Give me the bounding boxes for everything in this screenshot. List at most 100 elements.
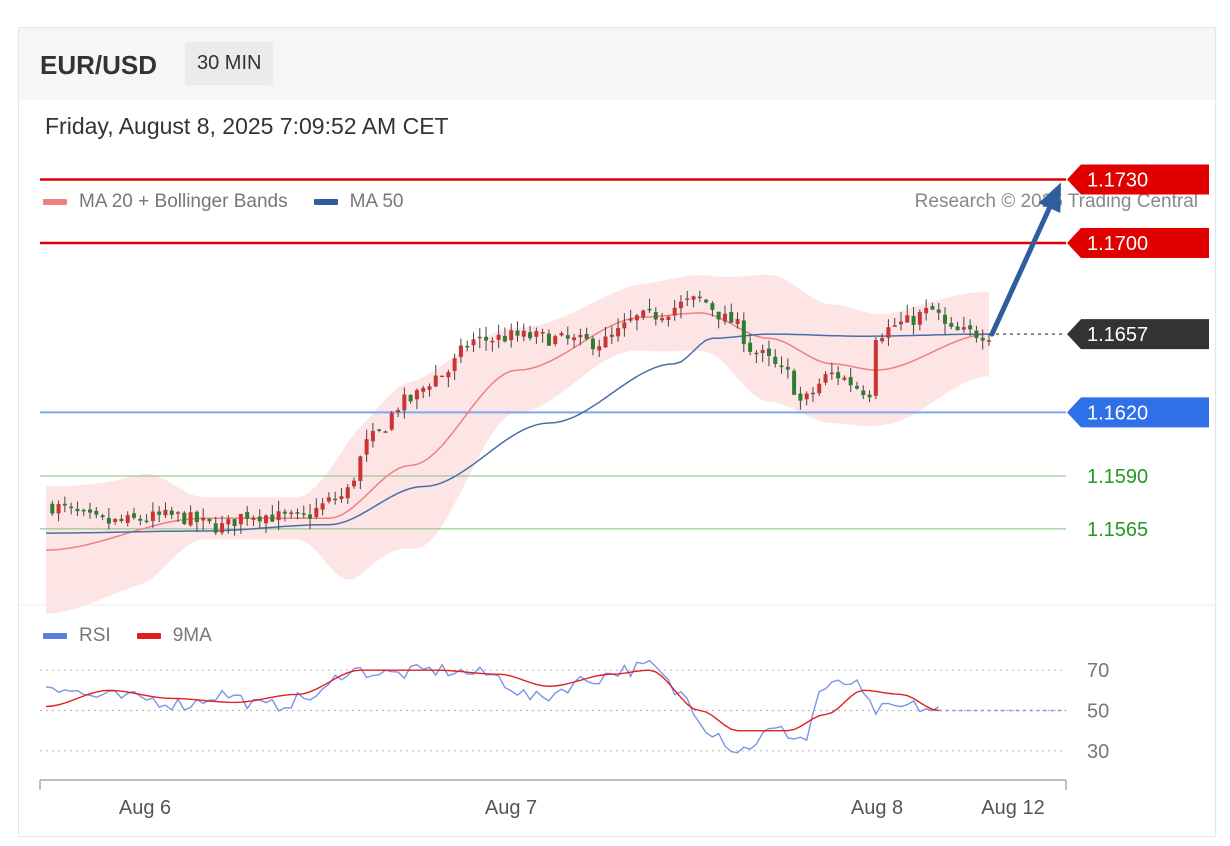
candle (848, 367, 853, 393)
candle (484, 326, 489, 351)
candle-body (50, 503, 55, 514)
candle-body (842, 377, 847, 380)
candle (446, 369, 451, 388)
candle (333, 491, 338, 505)
candle-body (678, 301, 683, 309)
candle-body (521, 330, 526, 337)
candle (597, 339, 602, 358)
candle-body (94, 510, 99, 515)
candle-body (892, 325, 897, 327)
candle (697, 290, 702, 303)
candle-body (917, 311, 922, 325)
candle-body (220, 523, 225, 533)
candle-body (201, 517, 206, 521)
candle-body (502, 335, 507, 342)
candle-body (729, 311, 734, 323)
candle (301, 505, 306, 519)
candle-body (754, 352, 759, 355)
candle (590, 336, 595, 356)
level-tags-layer: 1.1730 1.1700 1.1657 1.1620 1.1590 1.1565 (1067, 164, 1209, 541)
candle (653, 307, 658, 326)
candle-body (119, 518, 124, 521)
time-axis-tick-label: Aug 12 (981, 797, 1044, 819)
candle (56, 500, 61, 522)
candle (81, 508, 86, 516)
candle-body (339, 496, 344, 500)
candle (496, 324, 501, 349)
candle (220, 515, 225, 536)
candle (955, 321, 960, 331)
candle (634, 313, 639, 331)
level-tag-label: 1.1700 (1087, 233, 1148, 255)
candle-body (867, 394, 872, 398)
candle-body (603, 336, 608, 348)
candle-body (414, 390, 419, 400)
candle-body (182, 512, 187, 525)
candle-body (559, 333, 564, 336)
candle-body (880, 338, 885, 342)
candle (427, 383, 432, 397)
candle-body (848, 377, 853, 386)
level-tag-shape (1067, 228, 1209, 259)
candle-body (188, 512, 193, 526)
level-tag-label: 1.1620 (1087, 402, 1148, 424)
candle (100, 513, 105, 521)
candle-body (628, 318, 633, 321)
level-tag-shape (1067, 164, 1209, 195)
candle (974, 325, 979, 343)
candle (238, 513, 243, 534)
candle-body (125, 515, 130, 523)
candle-body (320, 503, 325, 510)
candle-body (748, 342, 753, 352)
rsi-legend-label: RSI (79, 625, 111, 646)
candle (578, 328, 583, 346)
candle (370, 422, 375, 448)
candle-body (471, 339, 476, 346)
candle (289, 509, 294, 519)
candle (987, 333, 991, 346)
candle-body (270, 514, 275, 522)
candle (722, 305, 727, 325)
candle-body (515, 330, 520, 336)
candle-body (836, 372, 841, 379)
candle (163, 502, 168, 518)
candle (641, 309, 646, 320)
candles-layer (50, 290, 991, 536)
candle (798, 386, 803, 410)
candle (125, 511, 130, 527)
candle-body (961, 327, 966, 330)
candle (666, 315, 671, 327)
rsi-ma-legend-swatch (136, 633, 161, 639)
candle (609, 326, 614, 344)
candle-body (56, 503, 61, 514)
chart-canvas: 1.1730 1.1700 1.1657 1.1620 1.1590 1.1565 70 5… (19, 164, 1217, 819)
candle-body (433, 375, 438, 387)
candle (779, 356, 784, 374)
candle (741, 312, 746, 353)
candle-body (785, 366, 790, 370)
candle-body (75, 508, 80, 512)
candle-body (458, 345, 463, 358)
candle-body (741, 320, 746, 345)
candle-body (823, 374, 828, 383)
candle-body (238, 514, 243, 525)
candle-body (100, 515, 105, 518)
candle-body (138, 518, 143, 521)
candle (603, 326, 608, 348)
candle-body (69, 506, 74, 509)
timeframe-button[interactable]: 30 MIN (185, 42, 274, 85)
candle (867, 390, 872, 403)
candle (685, 290, 690, 307)
time-axis-tick-label: Aug 7 (485, 797, 537, 819)
candle (339, 488, 344, 503)
candle-body (641, 310, 646, 318)
candle (660, 312, 665, 323)
candle (880, 333, 885, 344)
candle-body (546, 333, 551, 346)
candle (352, 477, 357, 489)
ma20-legend-label: MA 20 + Bollinger Bands (79, 191, 288, 212)
candle-body (326, 497, 331, 502)
candle (477, 327, 482, 349)
candle (270, 505, 275, 523)
candle-body (936, 309, 941, 313)
